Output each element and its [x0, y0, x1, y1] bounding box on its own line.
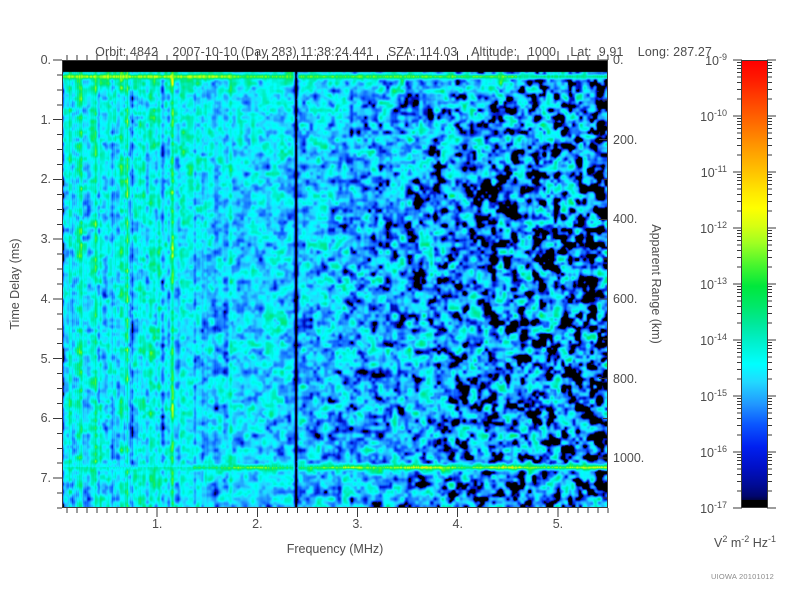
- unit-hz-exponent: -1: [768, 534, 777, 544]
- left-tick-label: 2.: [40, 172, 51, 187]
- colorbar-tick-label: 10-17: [700, 499, 727, 517]
- colorbar-tick-label: 10-13: [700, 275, 727, 293]
- left-tick-label: 4.: [40, 291, 51, 306]
- right-tick-label: 600.: [613, 291, 638, 306]
- colorbar-tick-label: 10-14: [700, 331, 727, 349]
- spectrogram-image: [63, 61, 607, 507]
- right-tick-label: 400.: [613, 212, 638, 227]
- colorbar-floor-swatch: [742, 500, 767, 507]
- unit-hz: Hz: [749, 536, 768, 551]
- unit-m-exponent: -2: [741, 534, 750, 544]
- colorbar-unit-label: V2 m-2 Hz-1: [690, 534, 800, 550]
- right-axis-title: Apparent Range (km): [649, 224, 663, 344]
- bottom-tick-label: 1.: [151, 517, 163, 531]
- unit-v: V: [713, 536, 723, 551]
- spectrogram-plot-area: [62, 60, 608, 508]
- unit-v-exponent: 2: [722, 534, 728, 544]
- right-tick-label: 200.: [613, 132, 638, 147]
- left-tick-label: 1.: [40, 112, 51, 127]
- colorbar-tick-label: 10-16: [700, 443, 727, 461]
- colorbar-tick-label: 10-10: [700, 107, 727, 125]
- right-tick-label: 0.: [613, 53, 624, 67]
- bottom-tick-label: 5.: [552, 517, 564, 531]
- credit-label: UIOWA 20101012: [711, 572, 774, 581]
- left-axis-title: Time Delay (ms): [8, 238, 22, 330]
- bottom-tick-label: 2.: [252, 517, 263, 531]
- colorbar: [741, 60, 768, 508]
- unit-m: m: [727, 536, 742, 551]
- colorbar-gradient: [742, 61, 767, 507]
- header-text: Orbit: 4842 2007-10-10 (Day 283) 11:38:2…: [95, 45, 712, 59]
- right-tick-label: 800.: [613, 371, 638, 386]
- bottom-tick-label: 4.: [452, 517, 463, 531]
- left-tick-label: 5.: [40, 351, 51, 366]
- left-tick-label: 6.: [40, 411, 51, 426]
- plot-header: Orbit: 4842 2007-10-10 (Day 283) 11:38:2…: [0, 31, 800, 59]
- colorbar-tick-label: 10-9: [705, 51, 727, 69]
- left-tick-label: 0.: [40, 53, 51, 67]
- bottom-tick-label: 3.: [352, 517, 363, 531]
- colorbar-right-ticks: [767, 59, 776, 509]
- left-tick-label: 3.: [40, 232, 51, 247]
- colorbar-tick-label: 10-15: [700, 387, 727, 405]
- colorbar-tick-label: 10-12: [700, 219, 727, 237]
- right-tick-label: 1000.: [613, 451, 645, 466]
- bottom-axis-title: Frequency (MHz): [286, 542, 384, 556]
- colorbar-tick-label: 10-11: [700, 163, 727, 181]
- left-tick-label: 7.: [40, 471, 51, 486]
